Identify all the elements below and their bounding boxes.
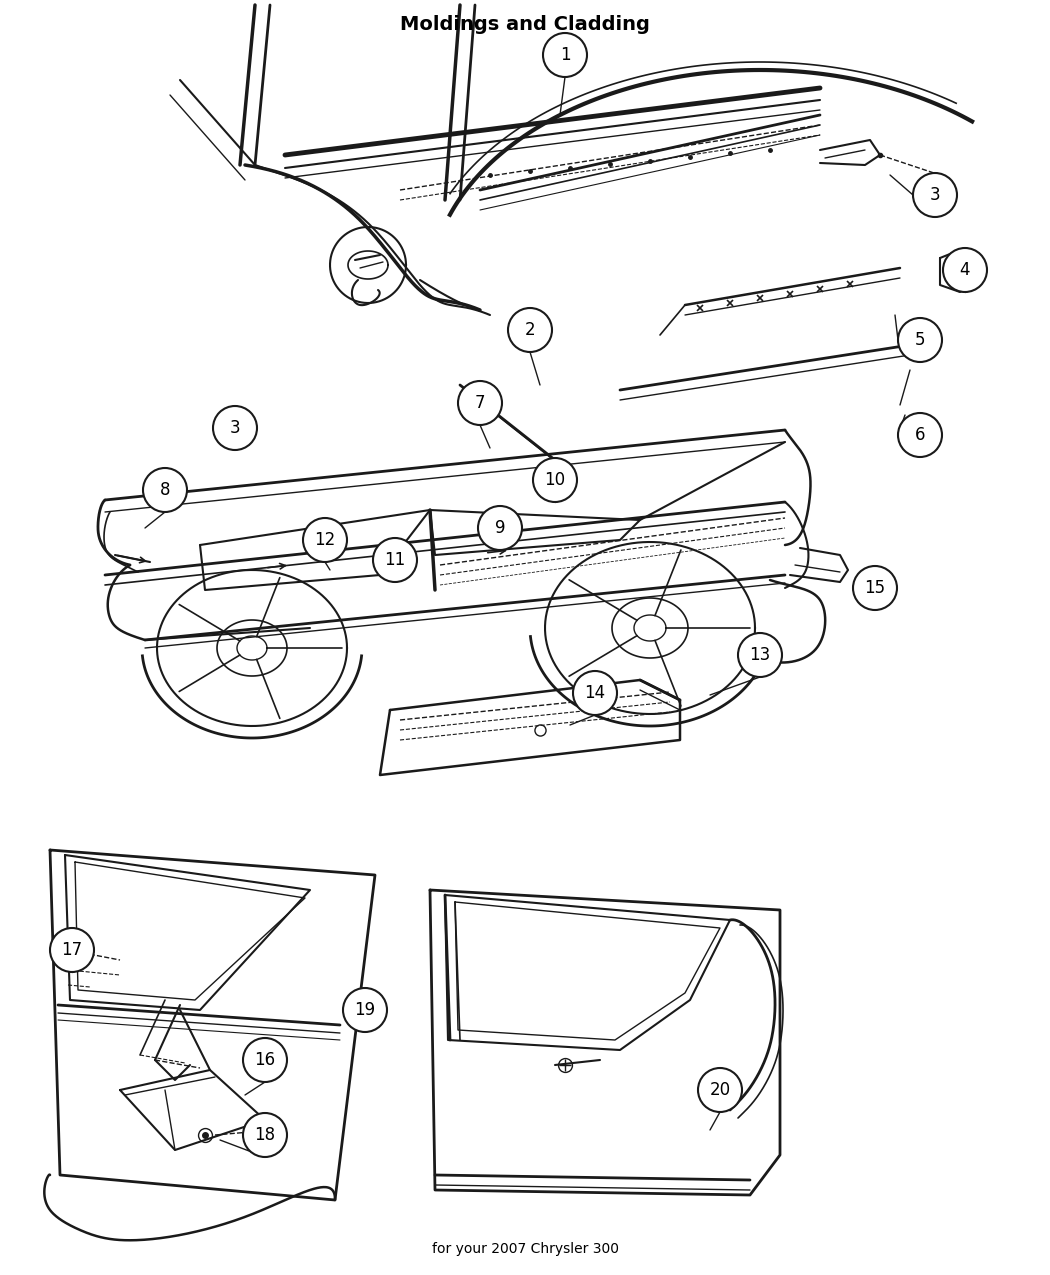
Text: 4: 4: [960, 261, 970, 279]
Circle shape: [898, 317, 942, 362]
Text: 2: 2: [525, 321, 536, 339]
Text: 12: 12: [314, 530, 336, 550]
Text: 1: 1: [560, 46, 570, 64]
Text: 13: 13: [750, 646, 771, 664]
Text: 18: 18: [254, 1126, 275, 1144]
Text: 14: 14: [585, 683, 606, 703]
Text: 5: 5: [915, 332, 925, 349]
Circle shape: [914, 173, 957, 217]
Circle shape: [243, 1038, 287, 1082]
Text: 10: 10: [545, 470, 566, 490]
Text: for your 2007 Chrysler 300: for your 2007 Chrysler 300: [432, 1242, 618, 1256]
Circle shape: [543, 33, 587, 76]
Circle shape: [943, 249, 987, 292]
Text: 17: 17: [62, 941, 83, 959]
Text: 19: 19: [355, 1001, 376, 1019]
Circle shape: [533, 458, 578, 502]
Circle shape: [738, 632, 782, 677]
Text: 6: 6: [915, 426, 925, 444]
Text: 9: 9: [495, 519, 505, 537]
Circle shape: [458, 381, 502, 425]
Circle shape: [373, 538, 417, 581]
Text: Moldings and Cladding: Moldings and Cladding: [400, 15, 650, 34]
Circle shape: [213, 405, 257, 450]
Circle shape: [853, 566, 897, 609]
Circle shape: [698, 1068, 742, 1112]
Circle shape: [143, 468, 187, 513]
Text: 20: 20: [710, 1081, 731, 1099]
Circle shape: [573, 671, 617, 715]
Text: 7: 7: [475, 394, 485, 412]
Circle shape: [478, 506, 522, 550]
Text: 11: 11: [384, 551, 405, 569]
Text: 3: 3: [929, 186, 941, 204]
Circle shape: [343, 988, 387, 1031]
Text: 3: 3: [230, 419, 240, 437]
Circle shape: [508, 309, 552, 352]
Circle shape: [303, 518, 346, 562]
Circle shape: [50, 928, 94, 972]
Circle shape: [898, 413, 942, 456]
Text: 16: 16: [254, 1051, 275, 1068]
Text: 15: 15: [864, 579, 885, 597]
Circle shape: [243, 1113, 287, 1156]
Text: 8: 8: [160, 481, 170, 499]
